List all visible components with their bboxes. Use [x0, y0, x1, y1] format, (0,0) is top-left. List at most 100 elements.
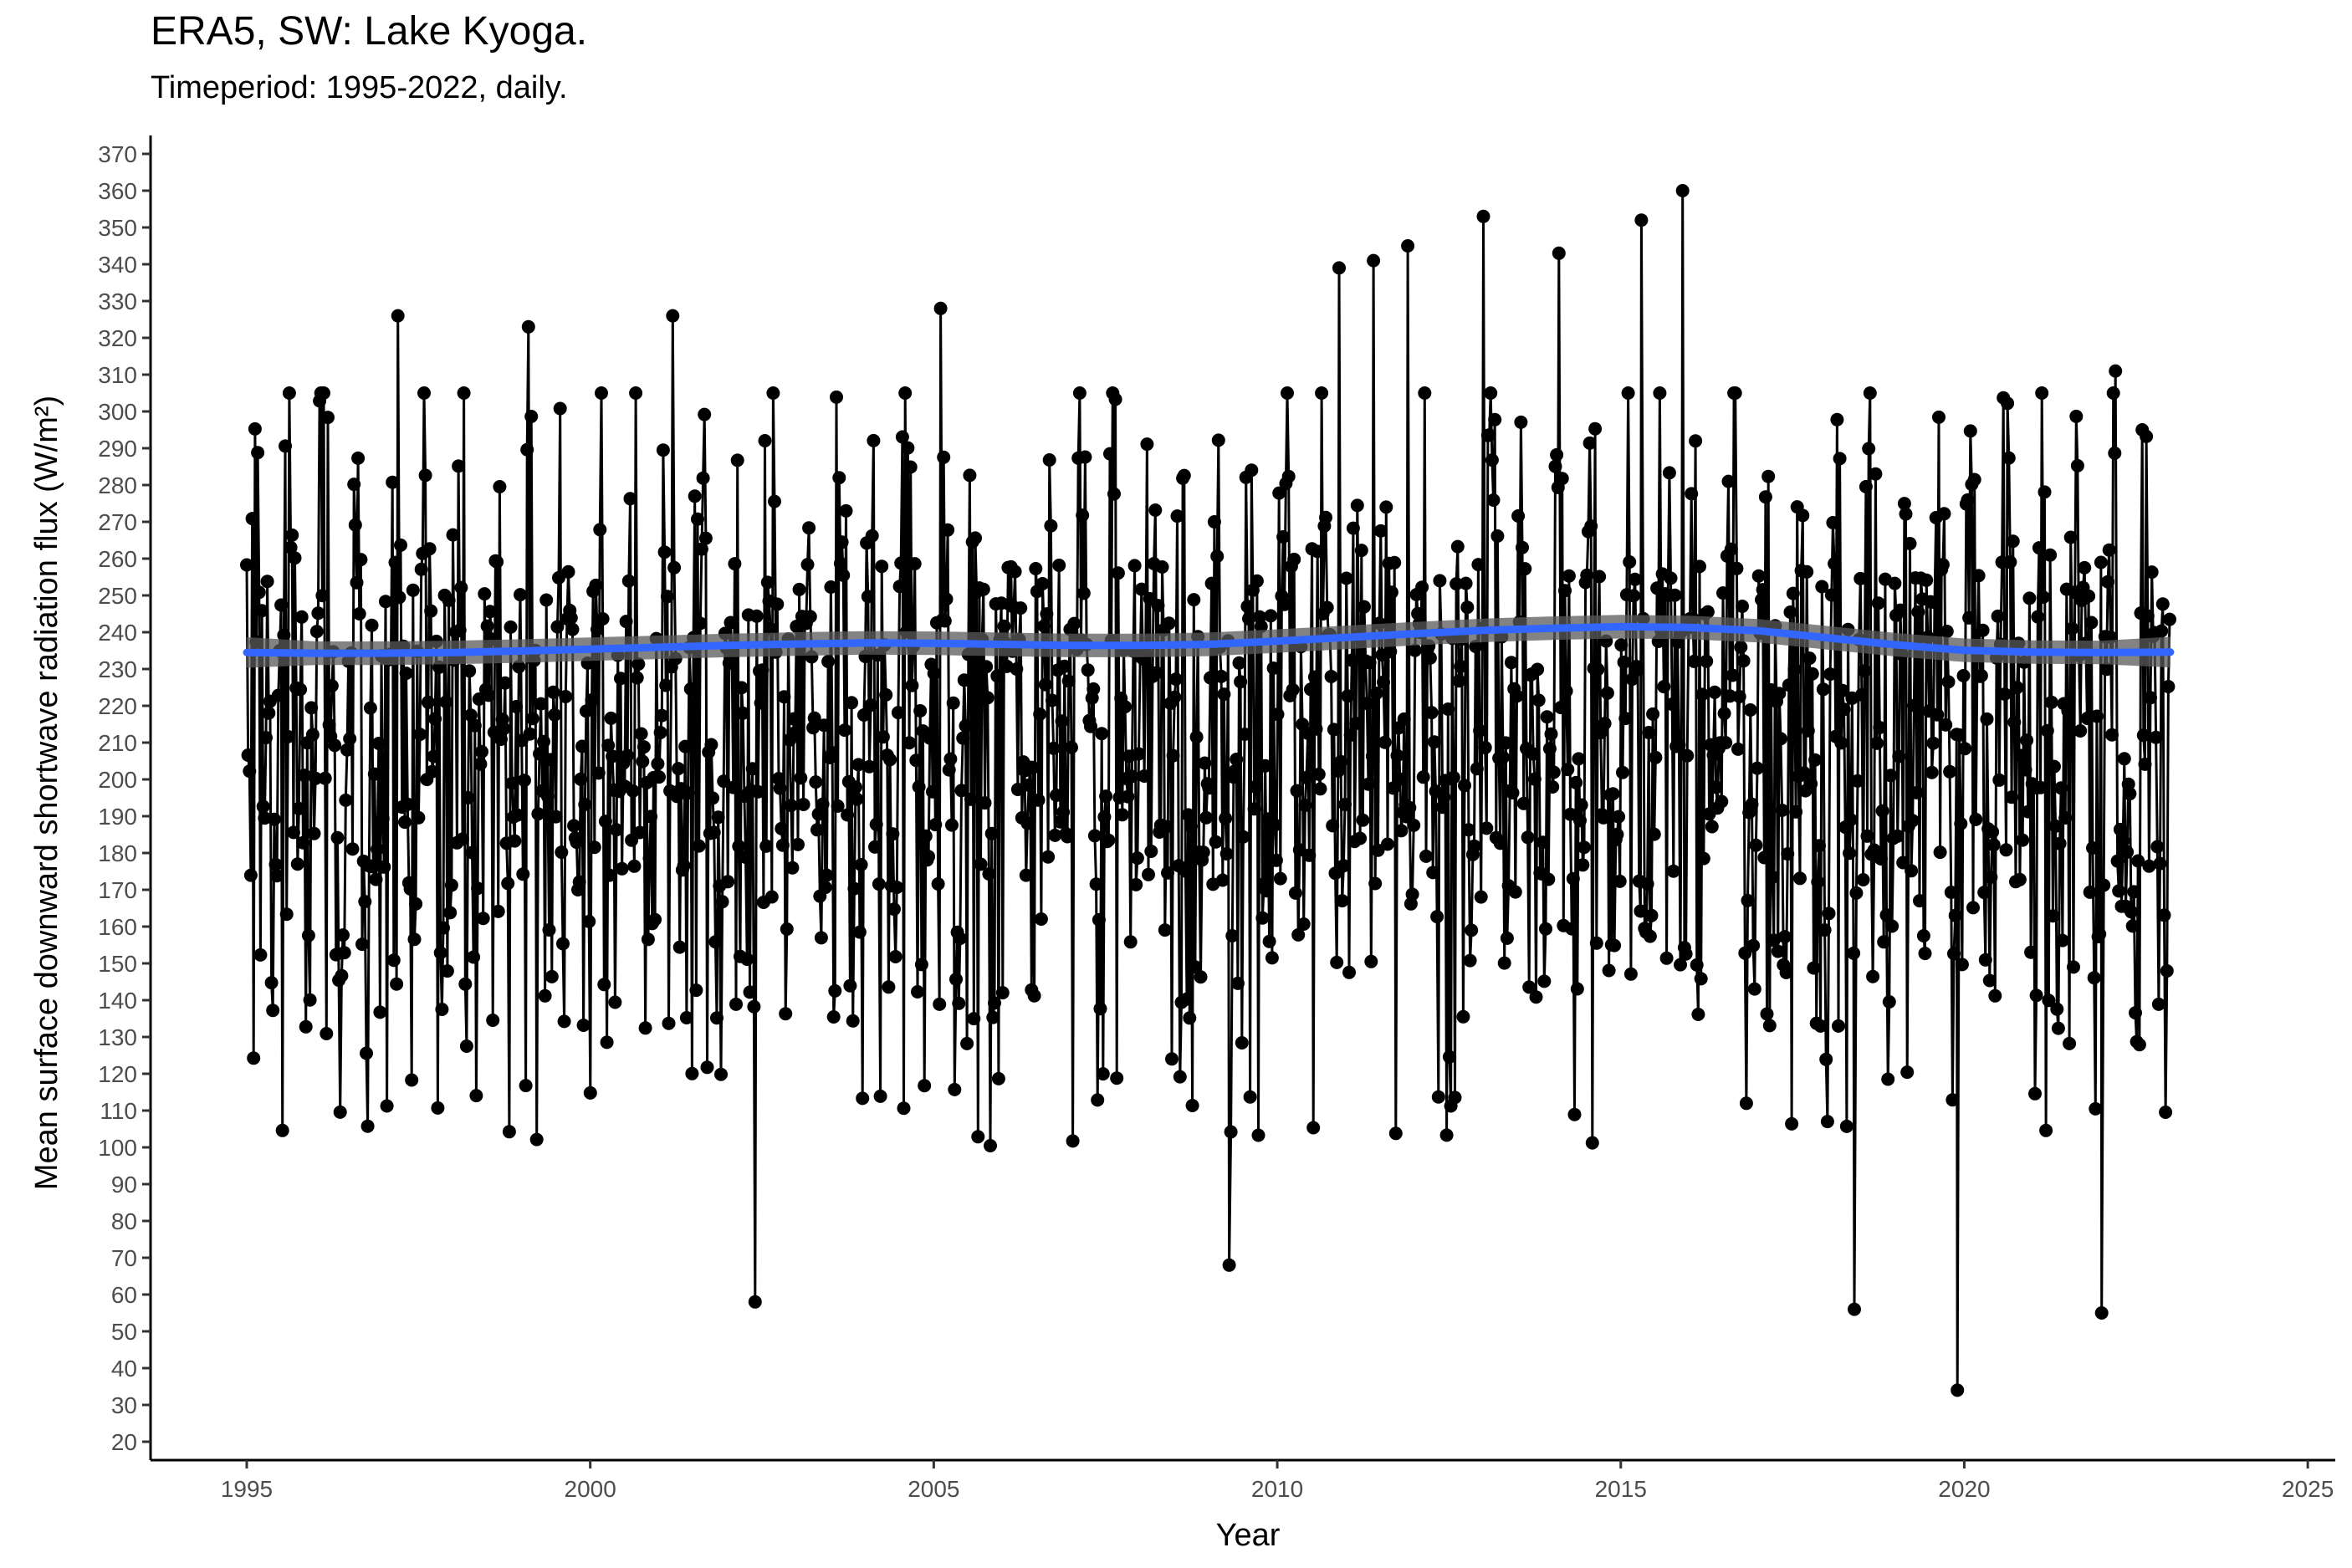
- data-point: [2040, 723, 2054, 738]
- data-point: [2131, 854, 2145, 868]
- data-point: [1789, 804, 1803, 819]
- data-point: [2055, 933, 2069, 947]
- data-point: [377, 860, 391, 874]
- data-point: [791, 837, 805, 851]
- data-point: [1627, 589, 1641, 603]
- data-point: [905, 678, 919, 692]
- data-point: [1296, 917, 1311, 931]
- data-point: [2053, 836, 2067, 850]
- data-point: [1649, 750, 1663, 764]
- y-tick-label: 40: [111, 1356, 137, 1382]
- data-point: [1096, 1067, 1110, 1081]
- data-point: [330, 830, 345, 845]
- data-point: [1907, 698, 1921, 712]
- data-point: [2105, 728, 2119, 742]
- data-point: [1102, 833, 1116, 847]
- data-point: [633, 825, 647, 840]
- data-point: [533, 747, 546, 761]
- data-point: [366, 860, 381, 874]
- data-point: [358, 895, 372, 909]
- data-point: [2050, 1002, 2064, 1016]
- data-point: [255, 604, 269, 618]
- data-point: [1860, 829, 1874, 843]
- y-tick-label: 100: [98, 1135, 137, 1161]
- data-point: [461, 790, 475, 804]
- data-point: [714, 1067, 728, 1081]
- data-point: [320, 1027, 334, 1040]
- data-point: [2012, 872, 2027, 886]
- data-point: [598, 815, 612, 829]
- data-point: [960, 1036, 974, 1050]
- data-point: [843, 978, 857, 993]
- data-point: [1408, 643, 1422, 657]
- data-point: [1433, 574, 1447, 588]
- data-point: [365, 618, 379, 632]
- data-point: [1999, 843, 2013, 857]
- data-point: [1849, 886, 1864, 900]
- data-point: [937, 450, 951, 464]
- data-point: [914, 958, 928, 972]
- data-point: [1565, 922, 1579, 936]
- data-point: [360, 1119, 375, 1133]
- data-point: [636, 754, 650, 769]
- data-point: [1165, 1052, 1179, 1066]
- data-point: [1820, 1115, 1834, 1129]
- data-point: [739, 850, 753, 865]
- data-point: [897, 1101, 911, 1116]
- data-point: [708, 935, 723, 949]
- data-point: [979, 660, 994, 674]
- data-point: [422, 542, 437, 556]
- data-point: [2024, 945, 2038, 959]
- data-point: [2113, 822, 2127, 836]
- data-point: [1202, 781, 1216, 795]
- data-point: [766, 386, 780, 400]
- data-point: [1435, 800, 1450, 815]
- data-point: [1199, 810, 1214, 825]
- data-point: [1892, 749, 1906, 764]
- data-point: [1437, 790, 1451, 804]
- data-point: [391, 309, 405, 323]
- data-point: [1309, 722, 1323, 736]
- data-point: [1194, 970, 1208, 984]
- data-point: [2029, 988, 2043, 1003]
- data-point: [856, 708, 871, 722]
- data-point: [1327, 723, 1341, 737]
- data-point: [1888, 576, 1902, 590]
- data-point: [321, 411, 335, 425]
- data-point: [1815, 580, 1829, 594]
- data-point: [841, 808, 855, 822]
- data-point: [1930, 707, 1945, 722]
- data-point: [1394, 824, 1409, 838]
- data-point: [1767, 933, 1781, 947]
- data-point: [1548, 459, 1562, 473]
- data-point: [307, 826, 321, 840]
- data-point: [475, 744, 488, 758]
- data-point: [284, 540, 298, 554]
- data-point: [749, 609, 764, 623]
- data-point: [604, 711, 618, 725]
- data-point: [856, 1091, 870, 1106]
- data-point: [1052, 559, 1066, 572]
- data-point: [1459, 576, 1473, 590]
- data-point: [2043, 548, 2058, 562]
- data-point: [388, 555, 402, 569]
- data-point: [1958, 742, 1972, 756]
- data-point: [1456, 1009, 1470, 1024]
- data-point: [446, 528, 460, 542]
- x-tick-label: 1995: [221, 1476, 273, 1502]
- data-point: [516, 867, 530, 881]
- data-point: [1687, 654, 1701, 668]
- data-point: [872, 877, 886, 891]
- data-point: [1411, 606, 1425, 621]
- data-point: [1514, 415, 1528, 429]
- data-point: [1739, 1096, 1753, 1111]
- data-point: [1467, 839, 1481, 853]
- data-point: [2067, 960, 2080, 974]
- data-point: [1232, 656, 1246, 670]
- data-point: [1562, 569, 1576, 583]
- data-point: [1537, 974, 1552, 988]
- data-point: [508, 834, 522, 848]
- data-point: [1772, 687, 1787, 701]
- data-point: [1490, 529, 1505, 543]
- data-point: [1103, 447, 1117, 461]
